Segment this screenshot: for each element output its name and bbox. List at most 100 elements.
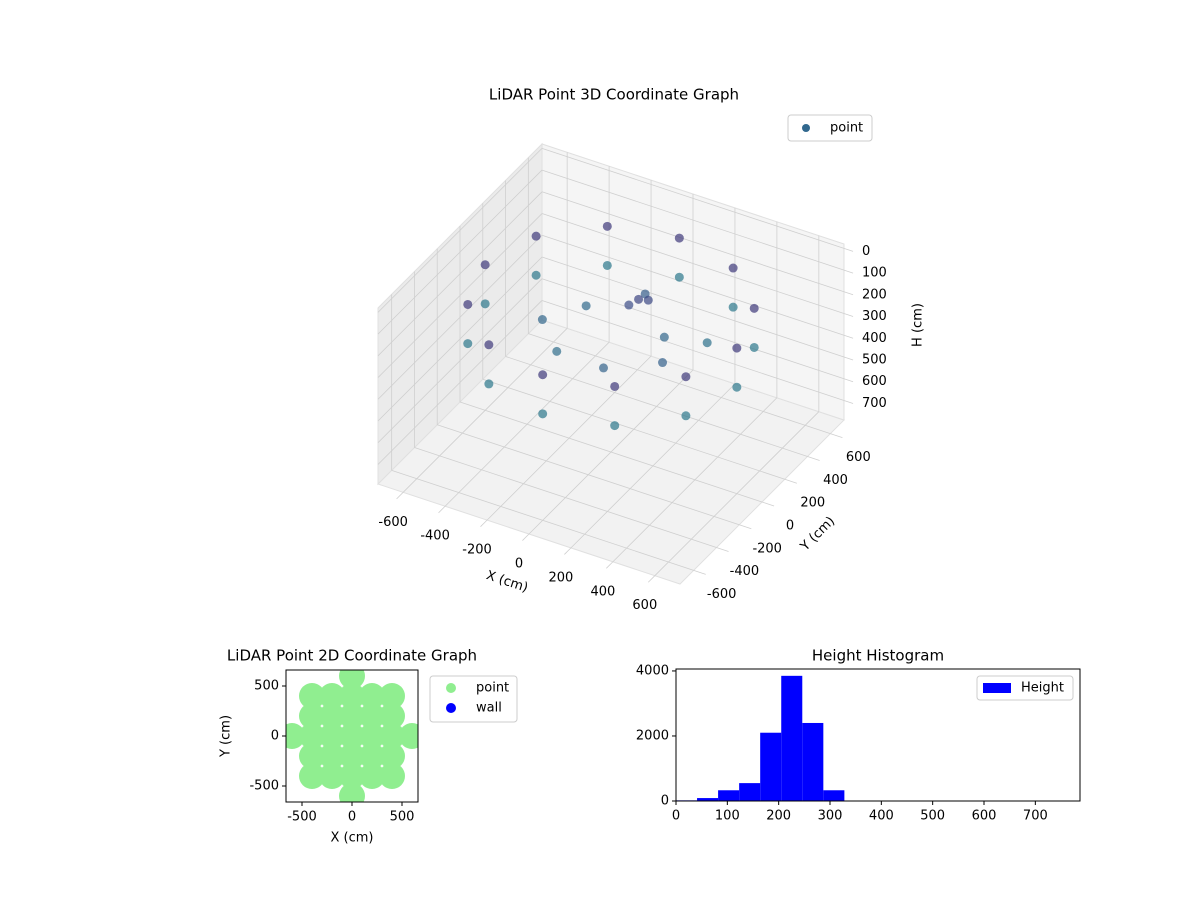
legend-label: Height xyxy=(1021,681,1064,696)
x-tick-label: 700 xyxy=(1023,809,1048,824)
point xyxy=(299,763,325,789)
point xyxy=(339,723,365,749)
tick-mark xyxy=(843,247,854,252)
x-tick-label: -600 xyxy=(378,515,408,530)
tick-mark xyxy=(784,478,797,484)
tick-mark xyxy=(843,291,854,296)
point xyxy=(484,340,494,350)
legend-swatch xyxy=(983,683,1011,693)
point xyxy=(299,683,325,709)
point xyxy=(339,683,365,709)
grid-line xyxy=(541,234,845,336)
y-axis-label: Y (cm) xyxy=(219,715,234,758)
point xyxy=(728,302,738,312)
point xyxy=(339,703,365,729)
point xyxy=(463,339,473,349)
legend-label: point xyxy=(476,681,509,696)
grid-line xyxy=(377,300,543,465)
point xyxy=(399,723,418,749)
tick-mark xyxy=(716,547,729,552)
x-tick-label: 400 xyxy=(869,809,894,824)
x-tick-label: 600 xyxy=(632,598,657,613)
z-tick-label: 500 xyxy=(862,352,887,367)
z-tick-label: 100 xyxy=(862,266,887,281)
grid-line xyxy=(377,169,543,335)
point xyxy=(359,683,385,709)
tick-mark xyxy=(843,334,854,339)
point xyxy=(359,743,385,769)
point xyxy=(531,270,541,280)
tick-mark xyxy=(843,269,854,274)
z-tick-label: 400 xyxy=(862,331,887,346)
legend-box xyxy=(787,114,873,142)
point xyxy=(299,723,325,749)
point xyxy=(728,263,738,273)
grid-line xyxy=(505,356,808,457)
z-tick-label: 300 xyxy=(862,309,887,324)
grid-line xyxy=(541,147,845,249)
y-tick-label: 400 xyxy=(823,473,848,488)
grid-line xyxy=(377,278,543,443)
x-tick-label: -500 xyxy=(287,810,317,825)
point xyxy=(359,723,385,749)
point xyxy=(359,703,385,729)
point xyxy=(702,338,712,348)
x-tick-label: 500 xyxy=(920,809,945,824)
point xyxy=(379,703,405,729)
x-tick-label: 500 xyxy=(390,810,415,825)
x-tick-label: 200 xyxy=(549,570,574,585)
tick-mark xyxy=(807,456,820,461)
point xyxy=(379,743,405,769)
point xyxy=(463,299,473,309)
bar xyxy=(739,783,761,801)
point xyxy=(359,763,385,789)
tick-mark xyxy=(843,313,854,317)
tick-mark xyxy=(830,433,843,439)
tick-mark xyxy=(693,569,706,575)
grid-line xyxy=(391,469,694,571)
z-tick-label: 200 xyxy=(862,287,887,302)
y-tick-label: 2000 xyxy=(636,728,669,743)
x-tick-label: 0 xyxy=(348,810,356,825)
tick-mark xyxy=(647,575,656,583)
point xyxy=(379,763,405,789)
grid-line xyxy=(437,424,740,526)
x-tick-label: -400 xyxy=(420,529,450,544)
y-tick-label: -600 xyxy=(707,587,737,602)
bar xyxy=(802,722,824,801)
x-tick-label: 200 xyxy=(766,809,791,824)
point xyxy=(634,294,644,304)
legend-label: point xyxy=(830,121,863,136)
tick-mark xyxy=(843,378,854,383)
point xyxy=(749,303,759,313)
point xyxy=(610,381,620,391)
chart-title: Height Histogram xyxy=(812,647,944,665)
point xyxy=(480,299,490,309)
point xyxy=(531,231,541,241)
y-tick-label: -400 xyxy=(730,564,760,579)
point xyxy=(339,743,365,769)
z-tick-label: 600 xyxy=(862,374,887,389)
point xyxy=(286,723,305,749)
chart-title: LiDAR Point 3D Coordinate Graph xyxy=(489,86,739,104)
grid-line xyxy=(377,191,543,357)
grid-line xyxy=(541,256,845,358)
point xyxy=(319,683,345,709)
grid-line xyxy=(377,213,543,378)
point xyxy=(319,743,345,769)
y-tick-label: 4000 xyxy=(636,663,669,678)
point xyxy=(319,703,345,729)
legend-marker xyxy=(446,683,456,693)
x-axis-label: X (cm) xyxy=(331,831,374,846)
bar xyxy=(823,790,845,801)
point xyxy=(681,411,691,421)
tick-mark xyxy=(606,561,614,569)
point xyxy=(339,670,365,689)
z-axis-label: H (cm) xyxy=(911,303,926,347)
y-tick-label: 600 xyxy=(846,450,871,465)
point xyxy=(339,763,365,789)
grid-line xyxy=(377,234,543,400)
x-tick-label: 0 xyxy=(672,809,680,824)
tick-mark xyxy=(564,547,572,555)
